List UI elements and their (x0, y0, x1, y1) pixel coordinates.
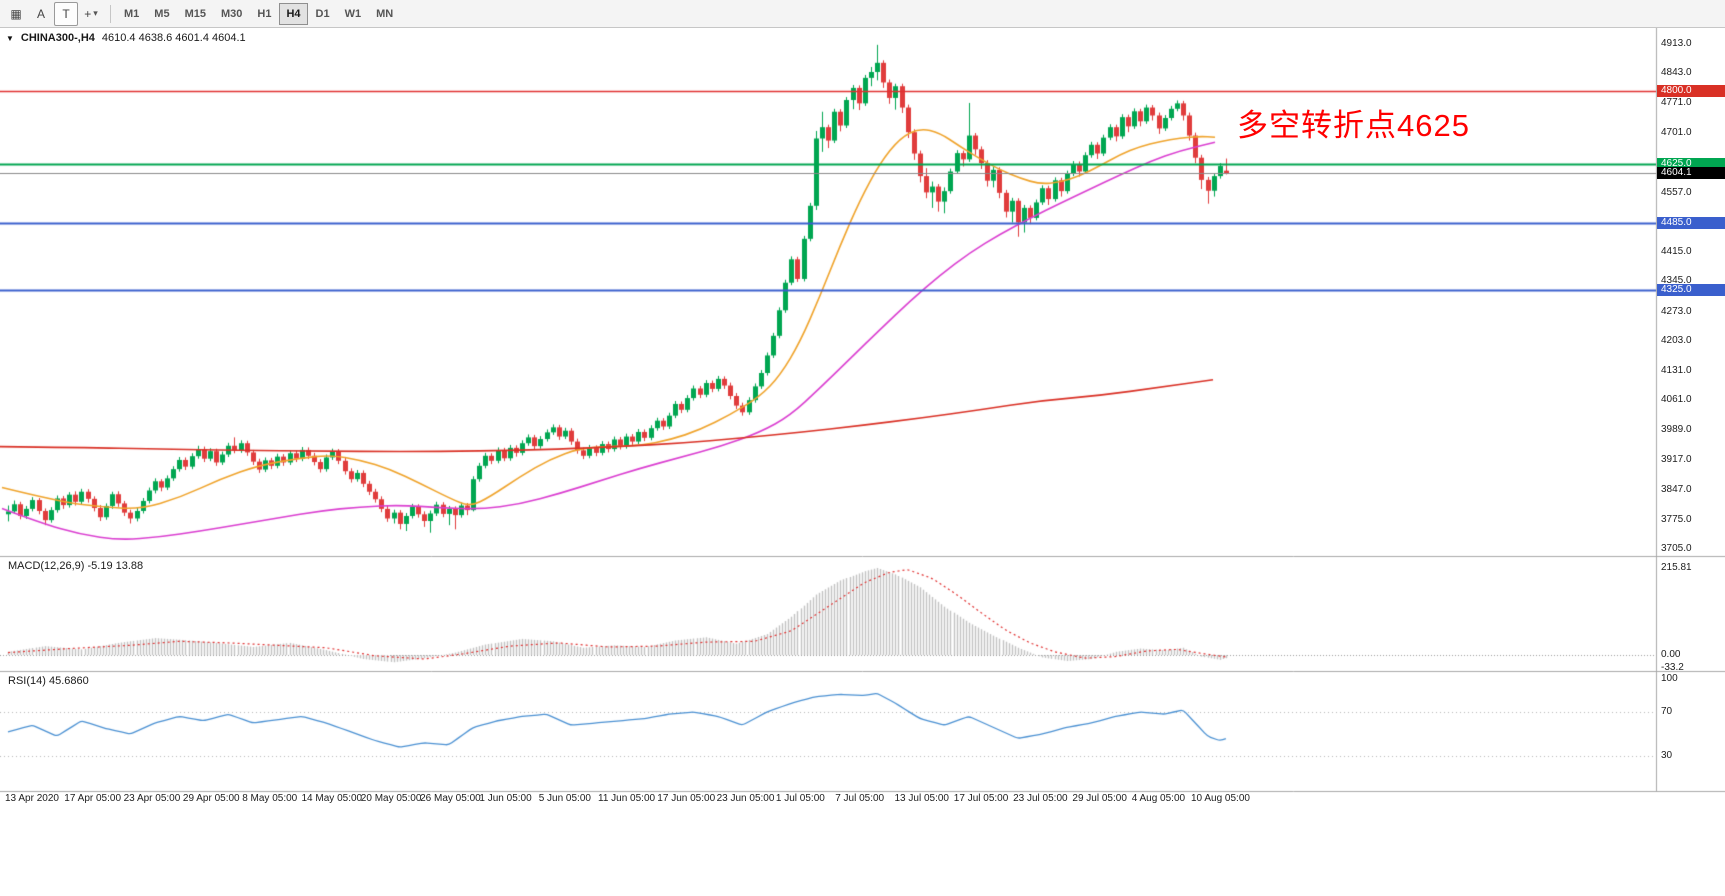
price-axis-label: 4061.0 (1661, 394, 1692, 406)
rsi-axis-label: 100 (1661, 673, 1678, 684)
time-axis-label: 29 Apr 05:00 (182, 793, 240, 804)
price-axis-label: 4843.0 (1661, 67, 1692, 79)
price-marker-4325.0: 4325.0 (1657, 283, 1725, 296)
time-axis-label: 23 Jul 05:00 (1013, 793, 1068, 804)
price-axis-label: 4771.0 (1661, 97, 1692, 109)
price-axis-label: 3775.0 (1661, 513, 1692, 525)
macd-indicator-name: MACD(12,26,9) (8, 560, 85, 572)
rsi-label: RSI(14) 45.6860 (8, 675, 89, 687)
price-scale[interactable]: 4913.0 4843.0 4771.0 4701.0 4557.0 4415.0 4345… (1657, 0, 1725, 896)
time-axis-label: 17 Jul 05:00 (953, 793, 1009, 804)
time-axis-label: 13 Jul 05:00 (894, 793, 950, 804)
timeframe-m30[interactable]: M30 (220, 7, 243, 20)
price-marker-4485.0: 4485.0 (1657, 216, 1725, 229)
time-axis-label: 1 Jun 05:00 (479, 793, 532, 804)
macd-axis-label: -33.2 (1661, 662, 1684, 674)
timeframe-d1[interactable]: D1 (315, 7, 330, 20)
time-axis-label: 17 Jun 05:00 (657, 793, 716, 804)
price-axis-label: 4701.0 (1661, 126, 1692, 138)
timeframe-m5[interactable]: M5 (154, 7, 170, 20)
timeframe-m15[interactable]: M15 (184, 7, 206, 20)
price-axis-label: 3705.0 (1661, 543, 1692, 554)
text-tool-button[interactable]: T (54, 1, 78, 26)
time-axis-label: 11 Jun 05:00 (598, 793, 656, 804)
timeframe-mn[interactable]: MN (376, 7, 394, 20)
dropdown-caret-icon: ▾ (93, 8, 98, 18)
time-axis-label: 23 Apr 05:00 (123, 793, 181, 804)
time-axis-label: 1 Jul 05:00 (775, 793, 825, 804)
rsi-indicator-value: 45.6860 (48, 675, 89, 687)
drawing-tools-button[interactable]: + ▾ (79, 2, 103, 26)
time-axis-label: 26 May 05:00 (420, 793, 481, 804)
time-axis-label: 13 Apr 2020 (5, 793, 59, 804)
time-axis-label: 7 Jul 05:00 (835, 793, 885, 804)
symbol-dropdown-icon[interactable]: ▼ (6, 33, 14, 43)
arrow-tool-button[interactable]: A (36, 6, 45, 21)
macd-indicator-values: -5.19 13.88 (87, 560, 144, 572)
price-axis-label: 4415.0 (1661, 246, 1692, 258)
time-axis[interactable]: 13 Apr 2020 17 Apr 05:00 23 Apr 05:00 29 Ap… (0, 793, 1656, 811)
price-axis-label: 4131.0 (1661, 364, 1692, 376)
time-axis-label: 8 May 05:00 (242, 793, 298, 804)
time-axis-label: 10 Aug 05:00 (1191, 793, 1250, 804)
symbol-period-label: CHINA300-,H4 (20, 32, 95, 44)
time-axis-label: 5 Jun 05:00 (538, 793, 591, 804)
price-axis-label: 3917.0 (1661, 454, 1692, 466)
chart-grid-icon[interactable]: ▦ (10, 6, 22, 21)
crosshair-icon: + (84, 6, 92, 21)
annotation-text: 多空转折点4625 (1237, 108, 1470, 143)
macd-label: MACD(12,26,9) -5.19 13.88 (8, 560, 143, 572)
time-axis-label: 17 Apr 05:00 (64, 793, 122, 804)
time-axis-label: 29 Jul 05:00 (1072, 793, 1127, 804)
price-axis-label: 4345.0 (1661, 275, 1692, 287)
timeframe-m1[interactable]: M1 (124, 7, 140, 20)
macd-axis-label: 215.81 (1661, 562, 1692, 574)
price-marker-4604.1: 4604.1 (1657, 167, 1725, 180)
price-axis-label: 4203.0 (1661, 334, 1692, 346)
rsi-axis-label: 70 (1661, 706, 1673, 717)
price-marker-4800.0: 4800.0 (1657, 85, 1725, 98)
rsi-axis-label: 30 (1661, 750, 1673, 761)
rsi-indicator-name: RSI(14) (8, 675, 46, 687)
toolbar: ▦ A T + ▾ M1 M5 M15 M30 H1 H4 D1 W1 MN (0, 0, 1725, 28)
price-axis-label: 3989.0 (1661, 424, 1692, 436)
timeframe-group: M1 M5 M15 M30 H1 H4 D1 W1 MN (117, 2, 401, 25)
time-axis-label: 23 Jun 05:00 (716, 793, 775, 804)
timeframe-w1[interactable]: W1 (344, 7, 362, 20)
chart-title: ▼ CHINA300-,H4 4610.4 4638.6 4601.4 4604… (6, 32, 246, 44)
time-axis-label: 4 Aug 05:00 (1131, 793, 1186, 804)
time-axis-label: 14 May 05:00 (301, 793, 363, 804)
price-axis-label: 4273.0 (1661, 305, 1692, 317)
price-axis-label: 4557.0 (1661, 186, 1692, 198)
toolbar-separator (110, 4, 111, 23)
macd-axis-label: 0.00 (1661, 649, 1681, 660)
timeframe-h1[interactable]: H1 (257, 7, 272, 20)
timeframe-h4[interactable]: H4 (279, 2, 308, 25)
ohlc-values: 4610.4 4638.6 4601.4 4604.1 (101, 32, 246, 44)
time-axis-label: 20 May 05:00 (360, 793, 422, 804)
price-axis-label: 3847.0 (1661, 483, 1692, 495)
price-axis-label: 4913.0 (1661, 38, 1692, 49)
